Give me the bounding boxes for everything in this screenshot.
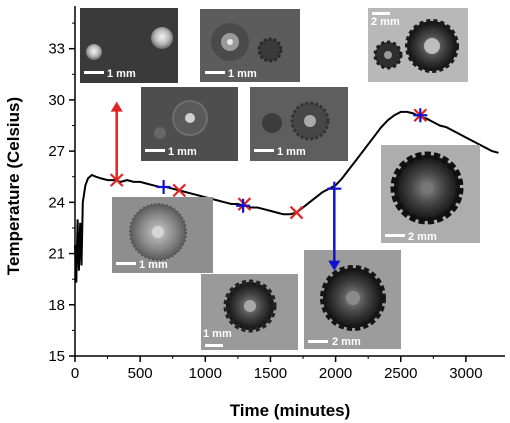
- scale-label-9: 2 mm: [408, 231, 437, 243]
- y-axis-title: Temperature (Celsius): [4, 97, 23, 275]
- micrograph-colony-faint: 1 mm: [141, 87, 238, 161]
- micrograph-colony-pair-large: 2 mm: [368, 8, 468, 82]
- cross-marker: [237, 197, 252, 211]
- x-tick-label: 500: [128, 365, 153, 382]
- y-ticks: 15 18 21 24 27 30 33: [48, 22, 75, 365]
- cross-marker: [289, 205, 304, 220]
- x-tick-label: 0: [71, 365, 79, 382]
- cross-marker: [172, 183, 187, 198]
- x-tick-label: 2000: [319, 365, 352, 382]
- y-tick-label: 15: [48, 348, 65, 365]
- plus-marker: [327, 181, 342, 196]
- y-tick-label: 33: [48, 41, 65, 58]
- scale-label-4: 1 mm: [168, 146, 197, 158]
- y-tick-label: 24: [48, 194, 65, 211]
- plus-marker: [236, 198, 251, 213]
- micrograph-colony-dendritic: 2 mm: [304, 250, 401, 349]
- scale-label-6: 1 mm: [139, 259, 168, 271]
- scale-label-5: 1 mm: [277, 146, 306, 158]
- arrow-head: [110, 101, 123, 112]
- micrograph-colony-branched: 1 mm: [201, 274, 298, 350]
- micrograph-colony-single: 1 mm: [112, 197, 213, 273]
- arrow-annotations: [110, 101, 341, 271]
- plus-marker: [413, 108, 428, 123]
- scale-label-1: 1 mm: [107, 68, 136, 80]
- x-ticks: 0 500 1000 1500 2000 2500 3000: [71, 356, 483, 382]
- x-tick-label: 1500: [254, 365, 287, 382]
- x-tick-label: 2500: [384, 365, 417, 382]
- y-tick-label: 21: [48, 246, 65, 263]
- cross-marker: [109, 173, 124, 187]
- y-tick-label: 30: [48, 92, 65, 109]
- arrow-head: [328, 260, 341, 271]
- x-tick-label: 1000: [189, 365, 222, 382]
- scale-label-7: 1 mm: [203, 328, 232, 340]
- micrograph-colony-dendritic-large: 2 mm: [381, 145, 480, 243]
- scale-label-2: 1 mm: [228, 68, 257, 80]
- scale-label-3: 2 mm: [371, 16, 400, 28]
- micrograph-droplets: 1 mm: [80, 8, 178, 83]
- point-markers: [109, 108, 428, 220]
- micrograph-colony-pair-mid: 1 mm: [250, 87, 348, 161]
- micrograph-colony-pair-small: 1 mm: [200, 9, 300, 82]
- y-tick-label: 27: [48, 143, 65, 160]
- y-tick-label: 18: [48, 297, 65, 314]
- plus-marker: [156, 179, 171, 194]
- micrograph-insets: 1 mm 1 mm 2 mm: [80, 8, 480, 350]
- scale-label-8: 2 mm: [332, 336, 361, 348]
- x-axis-title: Time (minutes): [230, 401, 351, 420]
- x-tick-label: 3000: [449, 365, 482, 382]
